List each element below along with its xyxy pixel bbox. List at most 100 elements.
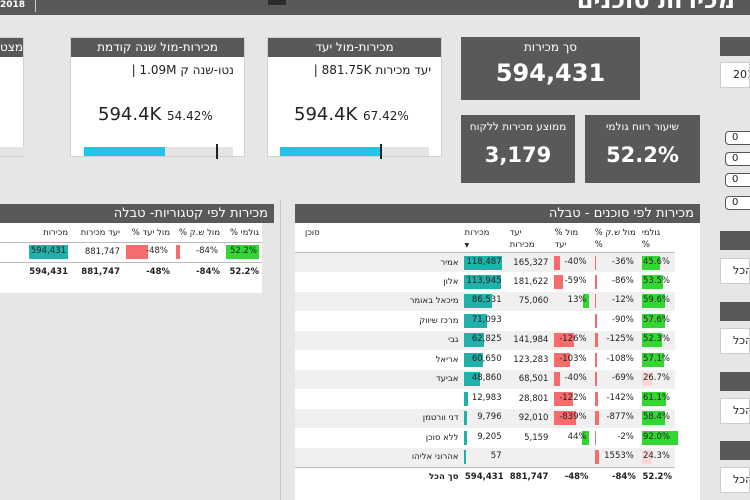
avg-per-customer-label: ממוצע מכירות ללקוח bbox=[469, 121, 567, 133]
sales-value: 86,531 bbox=[471, 295, 502, 306]
col-header-vs-py[interactable]: % מול ש.ק bbox=[173, 223, 223, 243]
col-header-sales[interactable]: מכירות bbox=[26, 223, 71, 243]
col-header-target[interactable]: יעד מכירות bbox=[71, 223, 123, 243]
col-header-gross[interactable]: % גולמי bbox=[223, 223, 262, 243]
cell-vs-target: -839% bbox=[551, 408, 592, 428]
vs-py-bar bbox=[594, 313, 597, 328]
table-row[interactable]: אהרוני אליהו 57 1553% 24.3% bbox=[295, 447, 675, 467]
gross-margin-tile: שיעור רווח גולמי 52.2% bbox=[585, 115, 700, 183]
vs-target-bar bbox=[554, 255, 561, 270]
cell-target: 68,501 bbox=[506, 369, 552, 389]
filter-dropdown-all[interactable]: הכל bbox=[720, 258, 750, 284]
col-header-vs-py[interactable]: % מול ש.ק% bbox=[591, 223, 639, 253]
filter-pill[interactable]: 0 bbox=[725, 196, 750, 210]
cell-vs-target: 13% bbox=[551, 291, 592, 311]
table-row[interactable]: 594,431 881,747 -48% -84% 52.2% bbox=[0, 243, 262, 263]
vs-target-bar bbox=[554, 411, 577, 426]
col-header-agent[interactable]: סוכן bbox=[295, 223, 462, 253]
agent-table-title-text: מכירות לפי סוכנים - טבלה bbox=[548, 206, 694, 221]
gross-bar bbox=[641, 411, 665, 426]
kpi-card-prev-year: מכירות-מול שנה קודמת נטו-שנה ק 1.09M | 5… bbox=[70, 37, 245, 159]
filter-pill[interactable]: 0 bbox=[725, 173, 750, 187]
total-sales-label: סך מכירות bbox=[523, 40, 578, 54]
vs-target-bar bbox=[581, 430, 589, 445]
table-row[interactable]: מיכאל באומר 86,531 75,060 13% -12% 59.6% bbox=[295, 291, 675, 311]
gross-bar bbox=[641, 450, 652, 464]
vs-py-value: -125% bbox=[606, 334, 634, 345]
agent-name: דני וורטמן bbox=[295, 408, 462, 428]
vs-target-value: -126% bbox=[559, 334, 587, 345]
col-header-vs-target[interactable]: % מול יעד bbox=[551, 223, 592, 253]
cell-vs-target: -103% bbox=[551, 350, 591, 370]
vs-py-bar bbox=[594, 333, 598, 348]
kpi-card-partial-title: מצט bbox=[0, 38, 23, 57]
avg-per-customer-value: 3,179 bbox=[484, 143, 552, 167]
kpi-card-partial: מצט bbox=[0, 37, 24, 157]
col-header-vs-target[interactable]: % מול יעד bbox=[123, 223, 173, 243]
cell-target: 5,159 bbox=[524, 432, 549, 443]
col-header-target-l1: יעד bbox=[509, 228, 522, 238]
col-header-sales[interactable]: מכירות ▼ bbox=[461, 223, 507, 253]
vs-py-value: 1553% bbox=[604, 451, 634, 461]
vs-py-bar bbox=[176, 245, 180, 260]
filter-dropdown-all[interactable]: הכל bbox=[720, 398, 750, 424]
agent-name: אהרוני אליהו bbox=[295, 447, 462, 467]
cell-sales: 86,531 bbox=[461, 291, 507, 311]
sales-bar bbox=[464, 274, 502, 289]
vs-py-value: -2% bbox=[617, 431, 634, 442]
partial-bar bbox=[0, 147, 24, 156]
col-header-target[interactable]: יעד מכירות bbox=[506, 223, 552, 253]
vs-py-bar bbox=[594, 450, 599, 464]
col-header-vs-py-l1: % מול ש.ק bbox=[594, 228, 636, 238]
cell-target bbox=[507, 311, 552, 331]
table-row[interactable]: אלון 113,945 181,622 -59% -86% 53.5% bbox=[295, 272, 675, 292]
sales-value: 60,650 bbox=[471, 353, 502, 364]
filter-pill[interactable]: 0 bbox=[725, 152, 750, 166]
gross-bar bbox=[641, 430, 678, 445]
col-header-sales-text: מכירות bbox=[464, 228, 490, 238]
cell-vs-py: -125% bbox=[591, 330, 639, 350]
cell-target: 92,010 bbox=[506, 408, 552, 428]
progress-target-tick bbox=[380, 144, 382, 159]
cell-vs-py: -142% bbox=[592, 389, 639, 409]
cell-sales: 57 bbox=[461, 447, 507, 467]
table-row[interactable]: ללא סוכן 9,205 5,159 44% -2% 92.0% bbox=[295, 428, 678, 448]
vs-target-value: -122% bbox=[559, 392, 587, 403]
gross-bar bbox=[641, 352, 664, 367]
year-filter-dropdown[interactable]: 201 bbox=[720, 62, 750, 88]
vs-py-bar bbox=[594, 352, 597, 367]
table-row[interactable]: מרכז שיווק 71,093 -90% 57.6% bbox=[295, 311, 675, 331]
agent-name: אביעד bbox=[295, 369, 462, 389]
table-row[interactable]: גבי 62,825 141,984 -126% -125% 52.3% bbox=[295, 330, 675, 350]
sales-value: 12,983 bbox=[471, 392, 502, 403]
year-text: 2018 bbox=[0, 0, 26, 10]
gross-bar bbox=[641, 274, 663, 289]
vs-py-value: -877% bbox=[606, 412, 634, 423]
table-row[interactable]: אמיר 118,487 165,327 -40% -36% 45.6% bbox=[295, 252, 675, 272]
agent-name: מרכז שיווק bbox=[419, 315, 459, 326]
agent-name: אריאל bbox=[435, 354, 459, 365]
sales-bar bbox=[464, 255, 503, 270]
filter-dropdown-all[interactable]: הכל bbox=[720, 467, 750, 493]
gross-bar bbox=[641, 294, 665, 309]
cell-sales: 62,825 bbox=[461, 330, 507, 350]
table-row[interactable]: דני וורטמן 9,796 92,010 -839% -877% 58.4% bbox=[295, 408, 675, 428]
filter-pill[interactable]: 0 bbox=[725, 131, 750, 145]
sales-value: 71,093 bbox=[471, 314, 502, 325]
col-header-gross[interactable]: גולמי% bbox=[638, 223, 675, 253]
cell-target bbox=[506, 447, 552, 467]
sales-bar bbox=[464, 430, 468, 445]
cell-vs-py: -36% bbox=[591, 252, 639, 272]
filter-dropdown-all[interactable]: הכל bbox=[720, 328, 750, 354]
table-row[interactable]: 12,983 28,801 -122% -142% 61.1% bbox=[295, 389, 675, 409]
table-row[interactable]: אריאל 60,650 123,283 -103% -108% 57.1% bbox=[295, 350, 675, 370]
cell-vs-target: -126% bbox=[551, 330, 592, 350]
sales-bar bbox=[29, 245, 68, 260]
filter-header bbox=[720, 441, 750, 460]
vs-py-bar bbox=[594, 372, 597, 387]
col-header-vs-target-l2: יעד bbox=[554, 240, 567, 250]
table-row[interactable]: אביעד 48,860 68,501 -40% -69% 26.7% bbox=[295, 369, 675, 389]
gross-value: 26.7% bbox=[642, 373, 670, 384]
vs-target-value: 13% bbox=[567, 295, 587, 306]
gross-value: 61.1% bbox=[642, 392, 670, 403]
